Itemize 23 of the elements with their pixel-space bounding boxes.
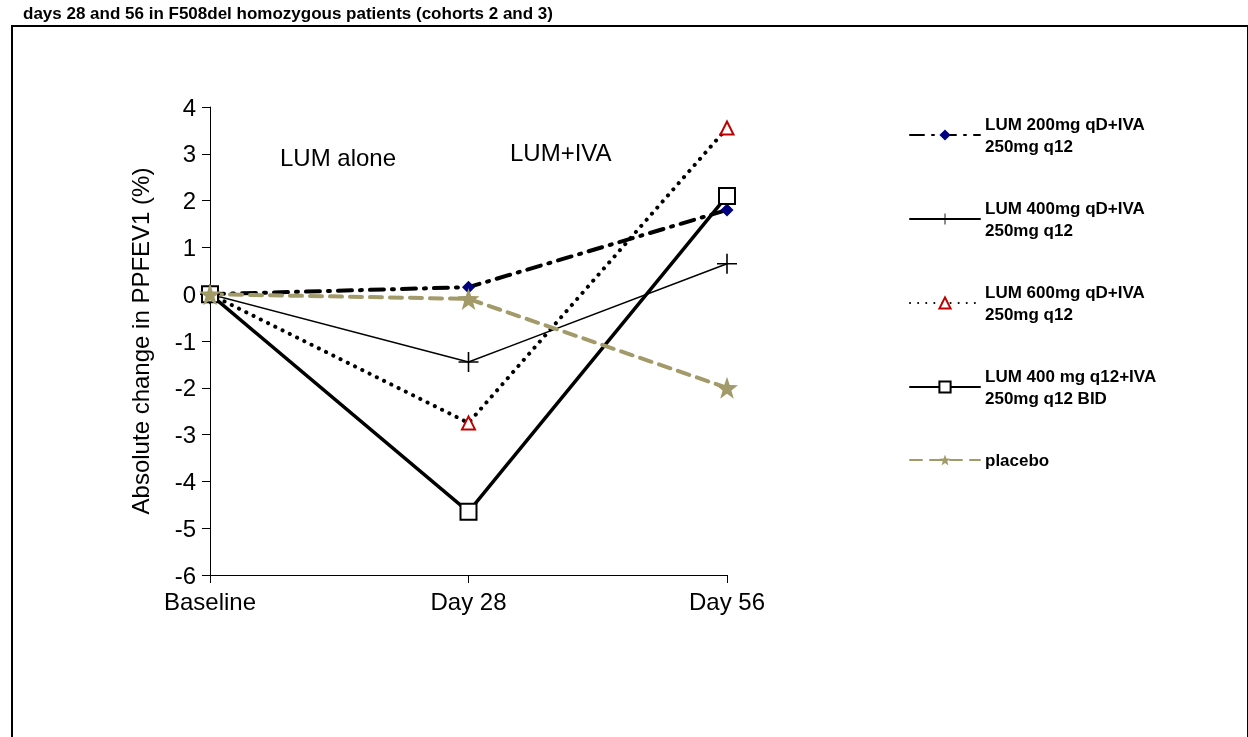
annotation: LUM+IVA	[510, 138, 612, 166]
y-tick-label: 2	[182, 187, 196, 215]
y-tick-label: -6	[174, 561, 196, 589]
y-axis-title: Absolute change in PPFEV1 (%)	[126, 167, 154, 515]
legend-label: LUM 400 mg q12+IVA 250mg q12 BID	[985, 366, 1161, 408]
x-tick-label: Baseline	[163, 587, 257, 615]
y-tick-label: 4	[182, 93, 196, 121]
y-tick-label: 3	[182, 140, 196, 168]
y-tick-label: -4	[174, 467, 196, 495]
annotation: LUM alone	[280, 143, 397, 171]
legend-label: LUM 600mg qD+IVA 250mg q12	[985, 282, 1149, 324]
y-tick-label: -5	[174, 514, 196, 542]
legend-label: LUM 200mg qD+IVA 250mg q12	[985, 114, 1149, 156]
y-tick-label: 1	[182, 233, 196, 261]
x-tick-label: Day 56	[688, 587, 766, 615]
y-tick-label: -1	[174, 327, 196, 355]
x-tick-label: Day 28	[430, 587, 507, 615]
legend-label: placebo	[985, 450, 1050, 470]
y-tick-label: -3	[174, 421, 196, 449]
legend-label: LUM 400mg qD+IVA 250mg q12	[985, 198, 1149, 240]
chart-title: days 28 and 56 in F508del homozygous patients (cohorts 2 and 3)	[23, 4, 553, 23]
y-tick-label: -2	[174, 374, 196, 402]
y-tick-label: 0	[182, 280, 196, 308]
